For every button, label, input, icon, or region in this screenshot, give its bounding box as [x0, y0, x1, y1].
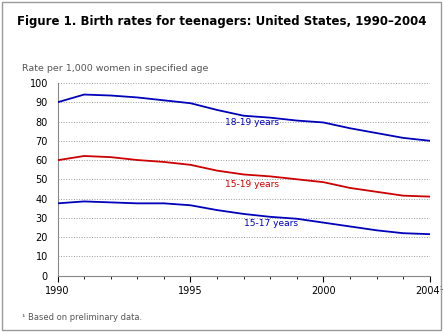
- Text: 15-17 years: 15-17 years: [244, 219, 298, 228]
- Text: Rate per 1,000 women in specified age: Rate per 1,000 women in specified age: [22, 64, 209, 73]
- Text: ¹ Based on preliminary data.: ¹ Based on preliminary data.: [22, 313, 142, 322]
- Text: Figure 1. Birth rates for teenagers: United States, 1990–2004: Figure 1. Birth rates for teenagers: Uni…: [17, 15, 426, 28]
- Text: 15-19 years: 15-19 years: [225, 180, 279, 189]
- Text: 18-19 years: 18-19 years: [225, 118, 279, 127]
